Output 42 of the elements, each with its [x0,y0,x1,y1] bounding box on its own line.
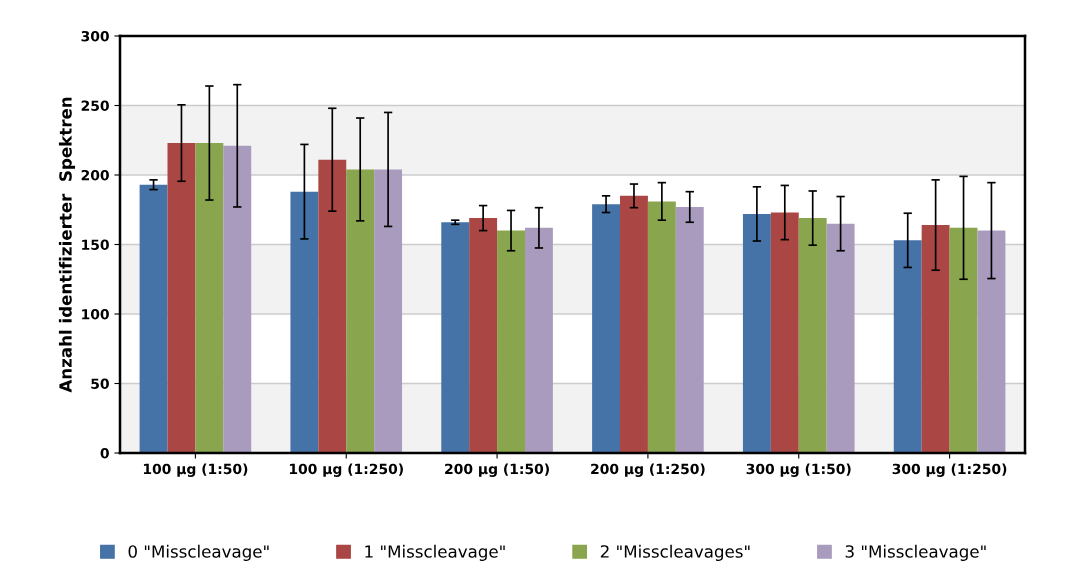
bar [346,169,375,453]
bar [524,227,553,453]
x-tick-label: 300 µg (1:250) [892,463,1007,477]
x-tick-label: 300 µg (1:50) [746,463,851,477]
legend-label: 2 "Misscleavages" [600,544,750,561]
bar [318,159,347,453]
bar [798,218,827,453]
legend-label: 1 "Misscleavage" [365,544,505,561]
y-tick-label: 100 [82,308,109,320]
bar [290,191,319,453]
y-tick-label: 150 [82,239,109,250]
x-tick-label: 200 µg (1:50) [445,463,549,477]
bar [497,230,525,453]
bar [977,230,1006,453]
legend-label: 0 "Misscleavage" [128,544,269,561]
y-tick-label: 50 [91,378,109,389]
bar [675,206,704,453]
y-tick-label: 0 [100,447,109,459]
y-axis-title: Anzahl identifizierter Spektren [58,97,76,393]
y-tick-label: 300 [81,30,109,42]
bar [195,143,224,453]
bar [167,143,196,453]
bar [592,204,621,453]
bar [469,218,498,453]
x-tick-label: 100 µg (1:250) [289,463,403,477]
x-tick-label: 100 µg (1:50) [143,463,248,477]
bar [742,213,771,453]
x-tick-label: 200 µg (1:250) [591,463,705,477]
bar [223,145,252,453]
y-tick-label: 200 [81,169,109,181]
bar [139,184,168,453]
legend-label: 3 "Misscleavage" [845,544,986,561]
bar [770,212,799,453]
bar [949,227,978,453]
bar [921,225,950,453]
y-tick-label: 250 [81,100,109,111]
bar [441,222,470,453]
bar [647,201,676,453]
bar [374,169,403,453]
bar [620,195,648,453]
bar [826,223,855,453]
bar [893,240,922,453]
